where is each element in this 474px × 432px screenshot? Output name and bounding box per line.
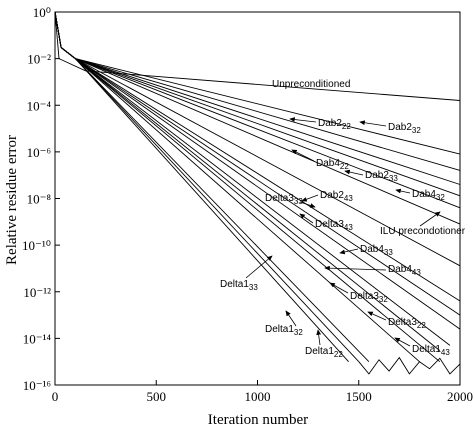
annotation-text: Delta1 bbox=[412, 344, 441, 355]
annotation: Delta122 bbox=[305, 346, 343, 359]
y-tick-label: 10⁻¹² bbox=[23, 285, 51, 300]
annotation-text: Dab2 bbox=[320, 190, 344, 201]
annotation-subscript: 43 bbox=[344, 194, 353, 203]
y-axis-label: Relative residue error bbox=[4, 135, 20, 265]
annotation-text: Delta3 bbox=[388, 317, 417, 328]
annotation-arrow bbox=[285, 310, 297, 327]
annotation-arrow bbox=[299, 213, 314, 224]
annotation-subscript: 22 bbox=[342, 122, 351, 131]
annotation: Delta322 bbox=[388, 317, 426, 330]
annotation-text: Delta3 bbox=[315, 219, 344, 230]
annotation-arrow bbox=[339, 248, 359, 255]
annotation-arrow bbox=[329, 282, 349, 294]
annotation-subscript: 32 bbox=[436, 193, 445, 202]
annotation: Dab422 bbox=[316, 158, 349, 171]
annotation-arrow bbox=[419, 211, 441, 227]
annotation-arrow bbox=[395, 188, 411, 194]
annotation: Delta333 bbox=[265, 193, 303, 206]
annotation-subscript: 22 bbox=[340, 162, 349, 171]
annotation: Dab233 bbox=[365, 170, 398, 183]
annotation-text: Unpreconditioned bbox=[272, 79, 350, 90]
annotation-subscript: 43 bbox=[412, 268, 421, 277]
y-tick-label: 10⁻¹⁴ bbox=[23, 331, 52, 346]
annotation-arrow bbox=[299, 201, 316, 208]
x-tick-label: 1500 bbox=[346, 389, 372, 404]
data-line bbox=[54, 11, 461, 330]
annotation-text: Dab4 bbox=[412, 189, 436, 200]
y-tick-label: 10⁰ bbox=[33, 5, 51, 20]
annotation-subscript: 32 bbox=[379, 295, 388, 304]
annotation-subscript: 33 bbox=[389, 174, 398, 183]
annotation: Dab443 bbox=[388, 264, 421, 277]
annotation-arrow bbox=[289, 117, 317, 123]
data-line bbox=[54, 11, 461, 185]
annotation-arrow bbox=[394, 337, 411, 347]
y-tick-label: 10⁻⁴ bbox=[27, 98, 52, 113]
y-tick-label: 10⁻⁸ bbox=[27, 192, 52, 207]
annotation-text: Dab4 bbox=[360, 244, 384, 255]
annotation-arrow bbox=[359, 120, 387, 127]
annotation: Delta332 bbox=[350, 291, 388, 304]
annotation-arrow bbox=[367, 311, 387, 321]
annotation-subscript: 43 bbox=[344, 223, 353, 232]
annotation-arrow bbox=[324, 265, 387, 271]
annotation: Dab433 bbox=[360, 244, 393, 257]
x-tick-label: 500 bbox=[147, 389, 167, 404]
annotation-text: Dab2 bbox=[318, 118, 342, 129]
x-axis-label: Iteration number bbox=[208, 412, 308, 428]
annotation: Dab432 bbox=[412, 189, 445, 202]
annotation: Delta133 bbox=[220, 279, 258, 292]
annotation-subscript: 32 bbox=[412, 126, 421, 135]
annotation: ILU precondotioner bbox=[380, 226, 466, 237]
x-tick-label: 2000 bbox=[447, 389, 473, 404]
x-tick-label: 1000 bbox=[245, 389, 271, 404]
data-line bbox=[54, 11, 349, 363]
annotation: Dab232 bbox=[388, 122, 421, 135]
y-tick-label: 10⁻² bbox=[27, 52, 51, 67]
annotation: Dab243 bbox=[320, 190, 353, 203]
annotation-arrow bbox=[316, 329, 322, 346]
y-tick-label: 10⁻¹⁶ bbox=[23, 378, 51, 393]
annotation-subscript: 43 bbox=[441, 348, 450, 357]
annotation-subscript: 22 bbox=[334, 350, 343, 359]
annotation-arrow bbox=[291, 149, 315, 162]
annotation-arrow bbox=[245, 255, 273, 279]
annotation-text: ILU precondotioner bbox=[380, 226, 466, 237]
annotation-text: Delta1 bbox=[305, 346, 334, 357]
annotation-text: Dab2 bbox=[365, 170, 389, 181]
annotation-text: Dab4 bbox=[388, 264, 412, 275]
data-line bbox=[54, 11, 370, 363]
data-line bbox=[54, 11, 461, 101]
annotation-text: Dab2 bbox=[388, 122, 412, 133]
annotation-subscript: 33 bbox=[249, 283, 258, 292]
annotation-arrow bbox=[344, 169, 364, 176]
annotation: Unpreconditioned bbox=[272, 79, 350, 90]
annotation-subscript: 22 bbox=[417, 321, 426, 330]
annotation-text: Delta3 bbox=[265, 193, 294, 204]
annotation-subscript: 32 bbox=[294, 328, 303, 337]
y-tick-label: 10⁻¹⁰ bbox=[22, 238, 51, 253]
annotation-subscript: 33 bbox=[384, 248, 393, 257]
y-tick-label: 10⁻⁶ bbox=[27, 145, 51, 160]
annotation-arrow bbox=[301, 194, 319, 202]
annotation-text: Delta1 bbox=[220, 279, 249, 290]
data-line bbox=[54, 11, 441, 363]
data-line bbox=[54, 11, 420, 363]
annotation: Delta143 bbox=[412, 344, 450, 357]
annotation-text: Dab4 bbox=[316, 158, 340, 169]
x-tick-label: 0 bbox=[52, 389, 59, 404]
annotation: Dab222 bbox=[318, 118, 351, 131]
data-line bbox=[54, 11, 461, 209]
annotation: Delta132 bbox=[265, 324, 303, 337]
annotation-text: Delta1 bbox=[265, 324, 294, 335]
data-line bbox=[358, 356, 461, 375]
annotation-subscript: 33 bbox=[294, 197, 303, 206]
annotation-text: Delta3 bbox=[350, 291, 379, 302]
annotation: Delta343 bbox=[315, 219, 353, 232]
